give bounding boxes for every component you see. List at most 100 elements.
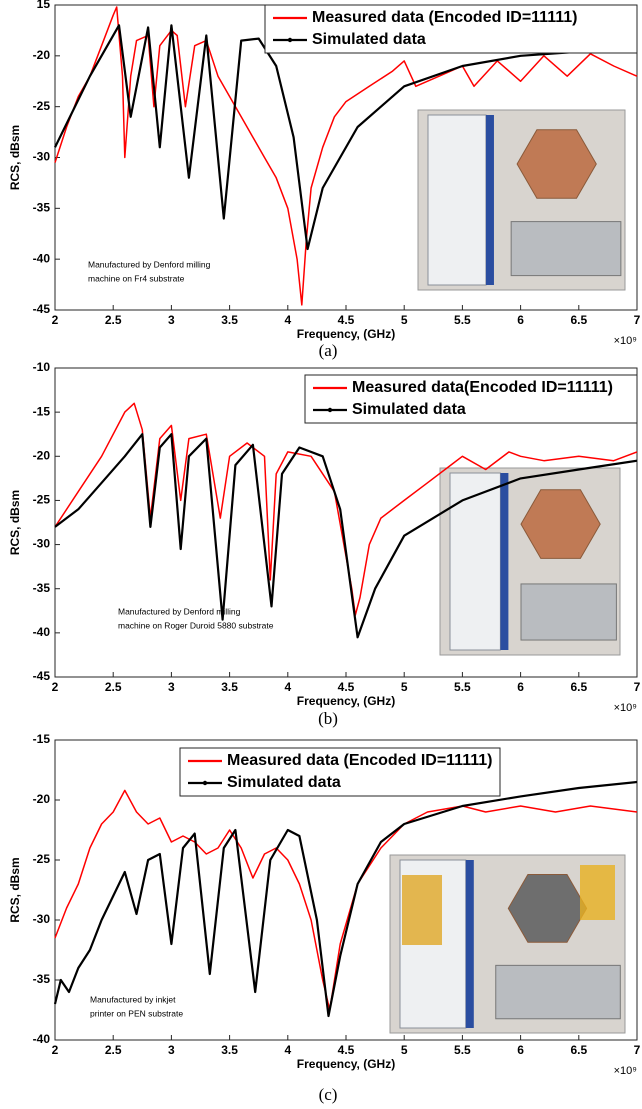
- x-tick-label: 6.5: [570, 680, 587, 694]
- x-tick-label: 6: [517, 1043, 524, 1057]
- x-tick-label: 2: [52, 680, 59, 694]
- y-tick-label: -30: [33, 150, 51, 164]
- y-tick-label: -20: [33, 48, 51, 62]
- y-tick-label: -45: [33, 302, 51, 316]
- annotation: machine on Roger Duroid 5880 substrate: [118, 620, 274, 630]
- x-tick-label: 7: [634, 680, 641, 694]
- legend-box: [304, 374, 638, 424]
- x-tick-label: 6.5: [570, 1043, 587, 1057]
- series-line: [54, 789, 638, 1011]
- annotation: machine on Fr4 substrate: [88, 273, 185, 283]
- series-line: [54, 6, 638, 306]
- y-tick-label: -15: [33, 732, 51, 746]
- annotation: Manufactured by Denford milling: [88, 259, 211, 269]
- y-tick-label: -30: [33, 537, 51, 551]
- x-tick-label: 6: [517, 313, 524, 327]
- y-tick-label: -35: [33, 972, 51, 986]
- legend-label: Measured data(Encoded ID=11111): [352, 379, 613, 396]
- photo-hexagon: [520, 489, 601, 559]
- panel-caption: (b): [318, 709, 338, 728]
- x-multiplier: ×10⁹: [614, 1065, 637, 1077]
- legend-marker: [327, 407, 333, 413]
- legend-label: Simulated data: [312, 31, 426, 48]
- x-axis-label: Frequency, (GHz): [297, 694, 395, 708]
- photo-tape: [580, 865, 615, 920]
- panel-caption: (a): [319, 341, 338, 360]
- x-tick-label: 2.5: [105, 680, 122, 694]
- photo-ruler: [449, 472, 501, 651]
- y-tick-label: -40: [33, 251, 51, 265]
- photo-steel-ruler: [510, 221, 622, 277]
- x-tick-label: 2: [52, 1043, 59, 1057]
- y-tick-label: -10: [33, 360, 51, 374]
- y-tick-label: -20: [33, 792, 51, 806]
- x-tick-label: 3: [168, 313, 175, 327]
- series-line: [54, 24, 638, 251]
- photo-tape: [402, 875, 442, 945]
- x-multiplier: ×10⁹: [614, 702, 637, 714]
- x-multiplier: ×10⁹: [614, 335, 637, 347]
- y-tick-label: -25: [33, 99, 51, 113]
- legend-label: Measured data (Encoded ID=11111): [227, 752, 492, 769]
- annotation: printer on PEN substrate: [90, 1008, 183, 1018]
- photo-scale: [485, 115, 494, 285]
- x-tick-label: 5.5: [454, 680, 471, 694]
- photo-scale: [465, 860, 474, 1028]
- y-axis-label: RCS, dBsm: [8, 857, 22, 922]
- photo-hexagon: [507, 874, 588, 943]
- photo-hexagon: [516, 129, 597, 199]
- legend-marker: [202, 780, 208, 786]
- photo-scale: [500, 473, 509, 650]
- photo-ruler: [427, 114, 487, 286]
- y-tick-label: -35: [33, 581, 51, 595]
- y-tick-label: -35: [33, 201, 51, 215]
- y-tick-label: 15: [37, 0, 51, 11]
- x-tick-label: 5: [401, 680, 408, 694]
- x-tick-label: 3.5: [221, 680, 238, 694]
- chart-panel: 2 2.5 3 3.5 4 4.5 5 5.5 6 6.5 7 -10 -15 -20 -25 -30 -35 -…: [8, 360, 640, 728]
- x-axis-label: Frequency, (GHz): [297, 1057, 395, 1071]
- y-tick-label: -40: [33, 1032, 51, 1046]
- y-axis-label: RCS, dBsm: [8, 490, 22, 555]
- y-axis-label: RCS, dBsm: [8, 125, 22, 190]
- y-tick-label: -40: [33, 625, 51, 639]
- y-tick-label: -45: [33, 669, 51, 683]
- legend-box: [179, 747, 501, 797]
- photo-steel-ruler: [495, 964, 621, 1020]
- x-axis-label: Frequency, (GHz): [297, 327, 395, 341]
- annotation: Manufactured by Denford milling: [118, 606, 241, 616]
- x-tick-label: 5.5: [454, 1043, 471, 1057]
- panel-caption: (c): [319, 1085, 338, 1104]
- chart-panel: 2 2.5 3 3.5 4 4.5 5 5.5 6 6.5 7 15 -20 -25 -30 -35 -40 -4…: [8, 0, 640, 360]
- x-tick-label: 7: [634, 1043, 641, 1057]
- x-tick-label: 2.5: [105, 313, 122, 327]
- x-tick-label: 3: [168, 680, 175, 694]
- x-tick-label: 6: [517, 680, 524, 694]
- x-tick-label: 7: [634, 313, 641, 327]
- x-tick-label: 5: [401, 1043, 408, 1057]
- series-line: [53, 780, 638, 1018]
- x-tick-label: 5.5: [454, 313, 471, 327]
- x-tick-label: 4: [284, 680, 291, 694]
- annotation: Manufactured by inkjet: [90, 994, 176, 1004]
- x-tick-label: 4.5: [338, 680, 355, 694]
- x-tick-label: 3: [168, 1043, 175, 1057]
- series-line: [54, 433, 638, 639]
- y-tick-label: -20: [33, 448, 51, 462]
- x-tick-label: 2.5: [105, 1043, 122, 1057]
- legend-box: [264, 4, 638, 54]
- legend-marker: [287, 37, 293, 43]
- y-tick-label: -15: [33, 404, 51, 418]
- y-tick-label: -30: [33, 912, 51, 926]
- y-tick-label: -25: [33, 852, 51, 866]
- x-tick-label: 3.5: [221, 1043, 238, 1057]
- legend-label: Measured data (Encoded ID=11111): [312, 9, 577, 26]
- x-tick-label: 4: [284, 313, 291, 327]
- x-tick-label: 6.5: [570, 313, 587, 327]
- x-tick-label: 4: [284, 1043, 291, 1057]
- photo-steel-ruler: [520, 583, 617, 641]
- y-tick-label: -25: [33, 493, 51, 507]
- x-tick-label: 3.5: [221, 313, 238, 327]
- chart-panel: 2 2.5 3 3.5 4 4.5 5 5.5 6 6.5 7 -15 -20 -25 -30 -35 -40 F…: [8, 732, 640, 1104]
